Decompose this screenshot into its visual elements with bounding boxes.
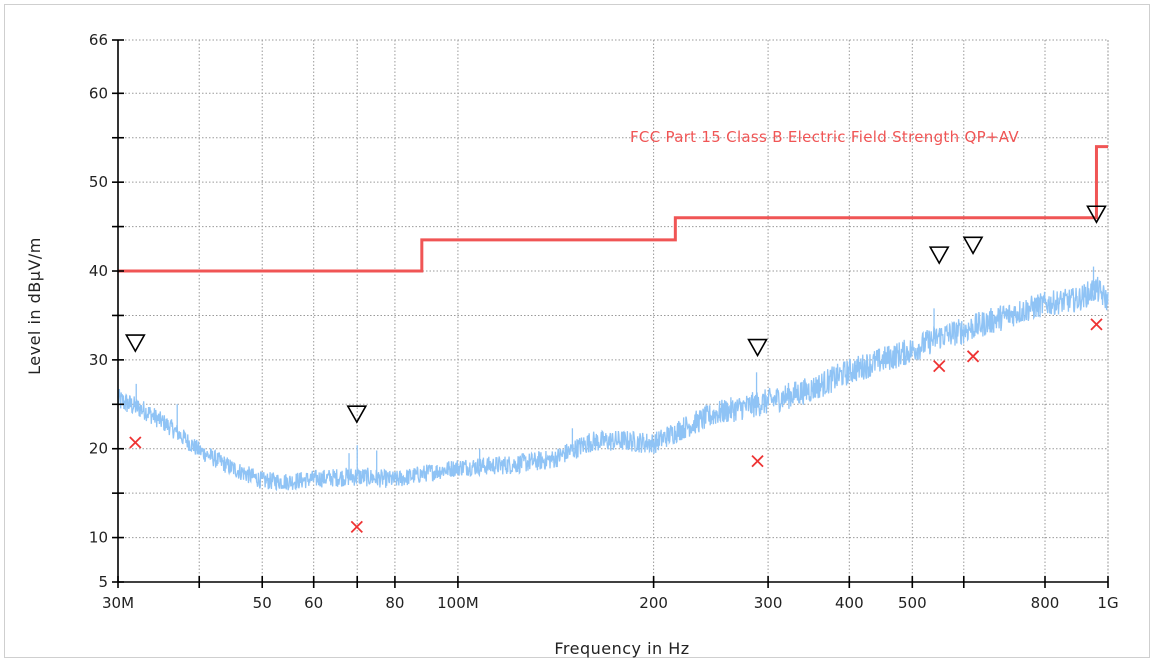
x-tick-label: 30M <box>102 594 134 612</box>
y-tick-label: 40 <box>89 262 108 280</box>
axes <box>112 39 1109 588</box>
peak-marker <box>124 334 146 353</box>
grid <box>117 39 1109 583</box>
trace-line <box>117 276 1109 492</box>
measured-marker <box>966 350 980 363</box>
peak-marker <box>747 338 768 358</box>
x-tick-label: 100M <box>437 594 479 612</box>
measured-marker-stroke <box>1090 318 1103 331</box>
x-tick-label: 300 <box>754 594 783 612</box>
x-axis-title: Frequency in Hz <box>554 639 689 658</box>
y-tick-label: 30 <box>89 351 108 369</box>
measured-marker-stroke <box>350 520 363 534</box>
x-tick-label: 50 <box>253 594 272 612</box>
chart-frame <box>4 4 1150 658</box>
measured-marker-stroke <box>751 455 764 468</box>
peak-marker <box>928 246 950 265</box>
y-tick-label: 66 <box>89 31 108 49</box>
emission-trace <box>117 266 1109 492</box>
x-tick-label: 800 <box>1031 594 1060 612</box>
y-tick-label: 10 <box>89 529 108 547</box>
measured-markers <box>129 318 1103 534</box>
peak-marker <box>1086 205 1107 224</box>
measured-marker <box>350 520 363 534</box>
limit-path <box>118 145 1108 273</box>
y-tick-label: 5 <box>98 573 108 591</box>
peak-marker <box>346 405 368 424</box>
measured-marker-stroke <box>933 359 946 373</box>
limit-line <box>118 145 1108 273</box>
peak-markers <box>124 205 1107 424</box>
x-tick-label: 400 <box>835 594 864 612</box>
x-tick-label: 1G <box>1097 594 1118 612</box>
y-tick-label: 60 <box>89 84 108 102</box>
x-tick-label: 80 <box>385 594 404 612</box>
measured-marker-stroke <box>966 350 980 363</box>
measured-marker-stroke <box>129 436 142 449</box>
plot-border <box>117 39 1109 583</box>
y-tick-label: 50 <box>89 173 108 191</box>
peak-marker <box>962 236 984 255</box>
measured-marker <box>129 436 142 449</box>
x-tick-label: 60 <box>304 594 323 612</box>
y-tick-label: 20 <box>89 440 108 458</box>
measured-marker <box>933 359 946 373</box>
measured-marker <box>1090 318 1103 331</box>
y-axis-title: Level in dBµV/m <box>25 237 44 375</box>
x-tick-label: 200 <box>639 594 668 612</box>
measured-marker <box>751 455 764 468</box>
x-tick-label: 500 <box>898 594 927 612</box>
limit-line-label: FCC Part 15 Class B Electric Field Stren… <box>630 128 1019 146</box>
tick-labels: 30M 50 60 80 100M 200 300 400 500 800 1G 5 10 20 30 40 5… <box>89 31 1119 612</box>
